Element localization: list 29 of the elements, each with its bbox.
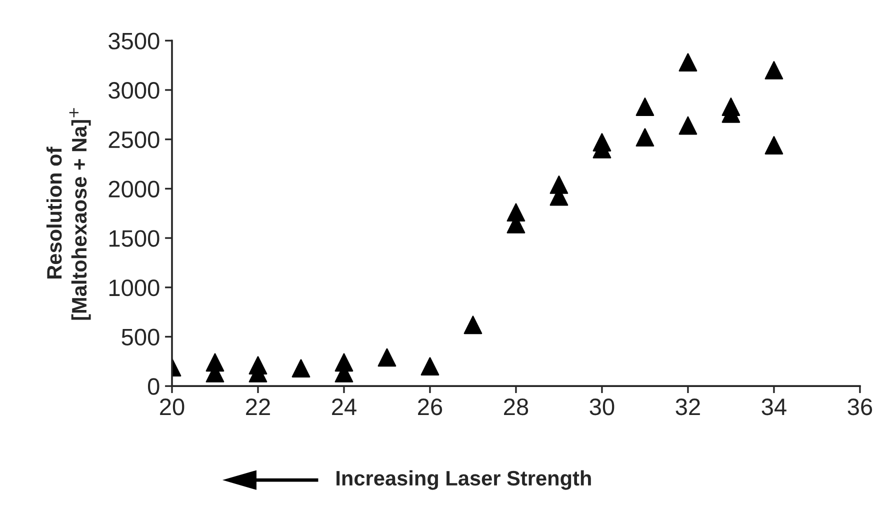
y-tick-label: 3000 [108,82,160,99]
y-tick-label: 1500 [109,230,160,247]
y-axis-title: Resolution of [Maltohexaose + Na]$^{+}$ [46,108,91,320]
x-tick-label: 36 [848,398,872,416]
y-tick-label: 2000 [108,180,160,198]
x-axis-title: Increasing Laser Strength [336,470,591,490]
x-tick-label: 20 [160,398,184,416]
x-tick-label: 34 [762,398,786,416]
x-tick-label: 24 [332,398,356,415]
x-tick-label: 22 [246,398,270,415]
point [678,116,698,135]
y-tick-label: 0 [148,378,160,395]
y-tick-label: 2500 [108,131,160,148]
x-tick-label: 32 [676,398,700,416]
point [678,53,698,72]
point [636,98,654,116]
x-tick-label: 30 [590,398,614,416]
point [464,316,482,334]
x-tick-label: 28 [504,398,528,416]
point [420,357,440,376]
y-tick-label: 500 [122,328,160,346]
point [636,128,654,147]
y-tick-label: 3500 [108,32,160,50]
point [378,348,396,367]
point [764,61,784,80]
point [764,136,784,154]
point [292,359,310,378]
y-tick-label: 1000 [109,279,160,296]
x-tick-label: 26 [418,398,442,416]
